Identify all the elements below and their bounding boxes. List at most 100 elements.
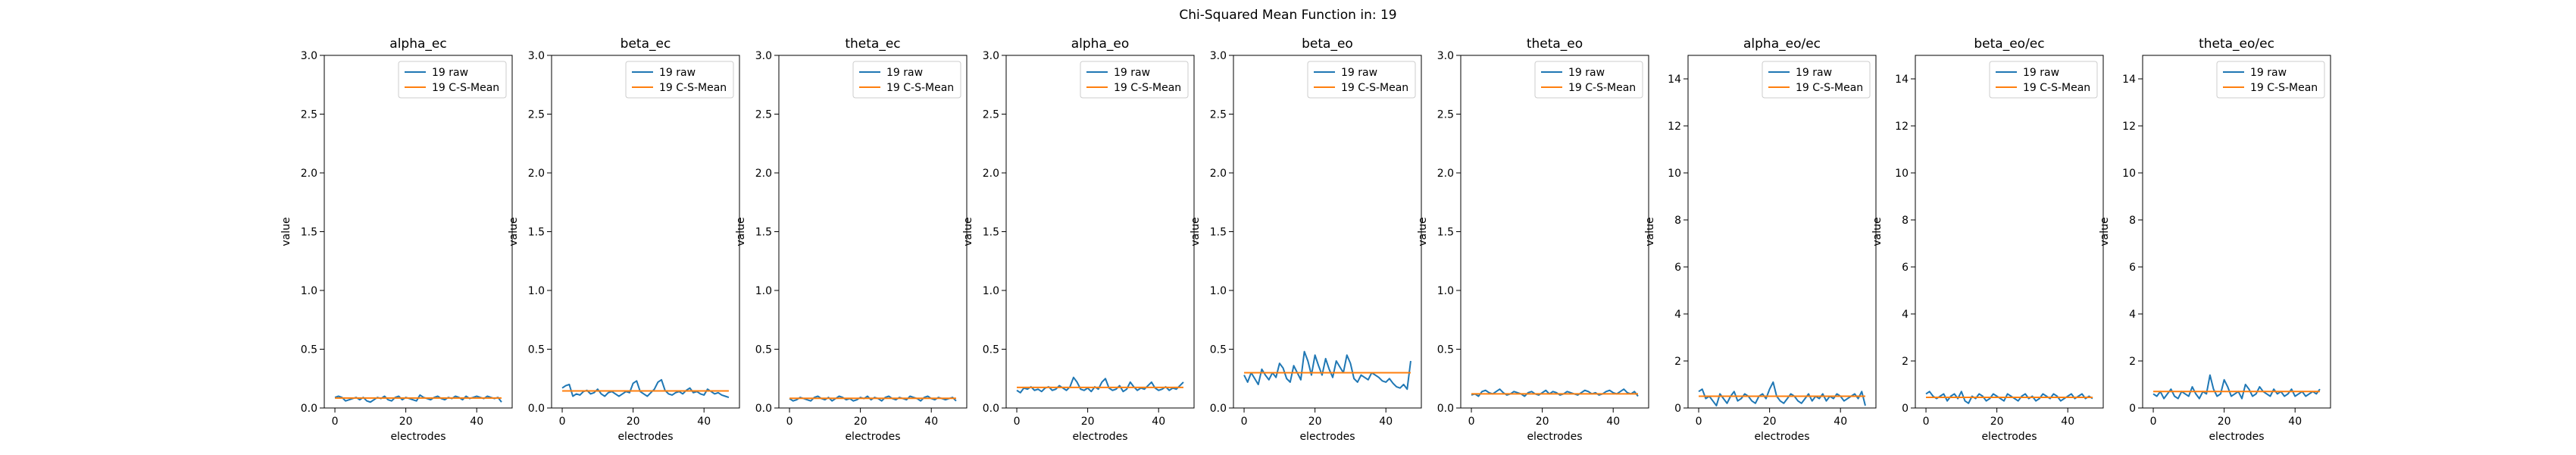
x-tick-label: 20 <box>1536 416 1549 428</box>
legend: 19 raw 19 C-S-Mean <box>398 61 507 99</box>
subplot-7: alpha_eo/ec 0 2 4 6 8 10 12 14 0 20 40 electrodes val… <box>1644 36 1877 443</box>
x-tick-label: 20 <box>1081 416 1095 428</box>
y-tick-label: 1.0 <box>755 285 772 297</box>
legend-label-1: 19 raw <box>2023 67 2059 79</box>
x-tick-label: 40 <box>470 416 483 428</box>
y-tick-label: 2.0 <box>301 168 317 180</box>
y-tick-label: 10 <box>1668 168 1681 180</box>
subplot-6: theta_eo 0.0 0.5 1.0 1.5 2.0 2.5 3.0 0 20 40 electr… <box>1417 36 1649 443</box>
y-tick-label: 1.0 <box>983 285 999 297</box>
y-tick-label: 0.0 <box>1437 403 1454 415</box>
y-tick-label: 2.0 <box>528 168 545 180</box>
y-tick-label: 4 <box>1674 309 1681 321</box>
x-tick-label: 0 <box>1468 416 1475 428</box>
legend: 19 raw 19 C-S-Mean <box>1307 61 1416 99</box>
x-tick-label: 20 <box>2218 416 2231 428</box>
series-line-1 <box>1698 381 1866 406</box>
figure-suptitle: Chi-Squared Mean Function in: 19 <box>1179 8 1397 23</box>
subplot-title: alpha_ec <box>389 36 446 52</box>
y-tick-label: 2.5 <box>1210 109 1227 121</box>
y-tick-label: 1.5 <box>983 227 999 239</box>
y-tick-label: 2 <box>1902 356 1909 368</box>
y-axis-label: value <box>508 217 520 246</box>
y-axis-label: value <box>1190 217 1202 246</box>
subplot-8: beta_eo/ec 0 2 4 6 8 10 12 14 0 20 40 electrodes valu… <box>1871 36 2104 443</box>
legend-label-1: 19 raw <box>2250 67 2287 79</box>
y-axis-label: value <box>962 217 974 246</box>
y-tick-label: 14 <box>2122 74 2136 86</box>
x-axis-label: electrodes <box>1299 431 1355 443</box>
legend-label-2: 19 C-S-Mean <box>1796 82 1863 94</box>
y-tick-label: 2 <box>1674 356 1681 368</box>
x-tick-label: 20 <box>1763 416 1777 428</box>
plot-frame <box>778 55 968 409</box>
y-tick-label: 0.0 <box>1210 403 1227 415</box>
x-tick-label: 20 <box>1308 416 1322 428</box>
subplot-title: beta_eo/ec <box>1974 36 2044 52</box>
legend: 19 raw 19 C-S-Mean <box>2216 61 2325 99</box>
x-axis-label: electrodes <box>390 431 445 443</box>
y-tick-label: 3.0 <box>528 50 545 62</box>
y-tick-label: 3.0 <box>1437 50 1454 62</box>
y-tick-label: 0.5 <box>755 344 772 356</box>
y-tick-label: 0.0 <box>301 403 317 415</box>
x-tick-label: 0 <box>786 416 793 428</box>
x-tick-label: 40 <box>2288 416 2302 428</box>
y-tick-label: 2.0 <box>1210 168 1227 180</box>
x-tick-label: 20 <box>1990 416 2004 428</box>
plot-frame <box>551 55 740 409</box>
subplot-4: alpha_eo 0.0 0.5 1.0 1.5 2.0 2.5 3.0 0 20 40 electr… <box>962 36 1195 443</box>
x-tick-label: 0 <box>332 416 339 428</box>
y-tick-label: 2.0 <box>1437 168 1454 180</box>
y-tick-label: 6 <box>2129 262 2136 274</box>
series-line-1 <box>2152 374 2321 400</box>
subplot-9: theta_eo/ec 0 2 4 6 8 10 12 14 0 20 40 electrodes val… <box>2099 36 2331 443</box>
subplot-title: alpha_eo/ec <box>1743 36 1821 52</box>
legend-box <box>398 61 507 99</box>
y-tick-label: 2 <box>2129 356 2136 368</box>
y-tick-label: 12 <box>1668 121 1681 133</box>
series-line-1 <box>1016 376 1184 394</box>
legend: 19 raw 19 C-S-Mean <box>1080 61 1189 99</box>
legend-label-1: 19 raw <box>1114 67 1150 79</box>
legend-label-1: 19 raw <box>1568 67 1605 79</box>
y-axis-label: value <box>2099 217 2111 246</box>
x-tick-label: 0 <box>1923 416 1930 428</box>
x-tick-label: 40 <box>1379 416 1393 428</box>
x-tick-label: 40 <box>1606 416 1620 428</box>
plot-frame <box>2142 55 2331 409</box>
y-tick-label: 2.0 <box>983 168 999 180</box>
x-tick-label: 40 <box>2061 416 2074 428</box>
x-tick-label: 20 <box>854 416 868 428</box>
y-tick-label: 8 <box>1674 215 1681 227</box>
x-tick-label: 0 <box>1014 416 1021 428</box>
legend: 19 raw 19 C-S-Mean <box>1989 61 2098 99</box>
y-tick-label: 0.5 <box>1210 344 1227 356</box>
legend-box <box>625 61 734 99</box>
legend-box <box>1534 61 1643 99</box>
y-tick-label: 3.0 <box>1210 50 1227 62</box>
y-tick-label: 1.0 <box>528 285 545 297</box>
y-tick-label: 0.5 <box>528 344 545 356</box>
y-tick-label: 8 <box>1902 215 1909 227</box>
subplot-2: beta_ec 0.0 0.5 1.0 1.5 2.0 2.5 3.0 0 20 40 electro… <box>508 36 740 443</box>
y-tick-label: 2.0 <box>755 168 772 180</box>
legend-label-2: 19 C-S-Mean <box>2023 82 2090 94</box>
y-tick-label: 2.5 <box>983 109 999 121</box>
y-tick-label: 0.0 <box>755 403 772 415</box>
y-tick-label: 2.5 <box>1437 109 1454 121</box>
x-tick-label: 20 <box>627 416 640 428</box>
legend-label-2: 19 C-S-Mean <box>1568 82 1636 94</box>
x-axis-label: electrodes <box>2209 431 2264 443</box>
x-tick-label: 0 <box>1241 416 1248 428</box>
y-tick-label: 1.0 <box>1210 285 1227 297</box>
x-axis-label: electrodes <box>617 431 673 443</box>
y-tick-label: 2.5 <box>755 109 772 121</box>
plot-frame <box>1915 55 2104 409</box>
legend: 19 raw 19 C-S-Mean <box>1762 61 1871 99</box>
subplot-title: beta_ec <box>621 36 671 52</box>
plot-frame <box>324 55 513 409</box>
subplot-title: beta_eo <box>1302 36 1353 52</box>
series-line-1 <box>1925 391 2093 404</box>
